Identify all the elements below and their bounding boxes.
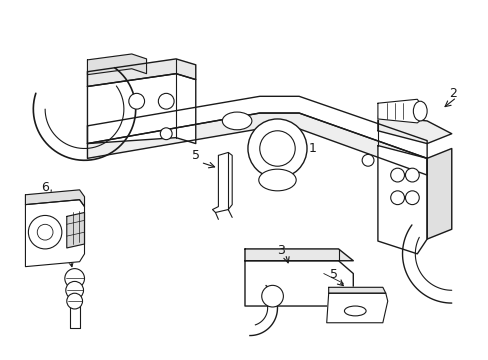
Text: 1: 1 bbox=[308, 142, 316, 155]
Circle shape bbox=[362, 154, 373, 166]
Text: 6: 6 bbox=[41, 181, 49, 194]
Circle shape bbox=[405, 191, 418, 204]
Polygon shape bbox=[326, 293, 387, 323]
Circle shape bbox=[66, 282, 83, 299]
Circle shape bbox=[128, 93, 144, 109]
Polygon shape bbox=[87, 113, 426, 175]
Text: 3: 3 bbox=[277, 244, 285, 257]
Text: 5: 5 bbox=[191, 149, 200, 162]
Ellipse shape bbox=[222, 112, 251, 130]
Polygon shape bbox=[377, 145, 426, 254]
Polygon shape bbox=[426, 148, 451, 239]
Circle shape bbox=[67, 293, 82, 309]
Polygon shape bbox=[87, 74, 195, 144]
Circle shape bbox=[28, 215, 62, 249]
Circle shape bbox=[37, 224, 53, 240]
Polygon shape bbox=[328, 287, 385, 293]
Polygon shape bbox=[67, 212, 84, 248]
Polygon shape bbox=[244, 261, 352, 306]
Polygon shape bbox=[87, 59, 195, 86]
Polygon shape bbox=[87, 96, 426, 158]
Circle shape bbox=[65, 269, 84, 288]
Text: 4: 4 bbox=[65, 247, 73, 260]
Circle shape bbox=[160, 128, 172, 140]
Circle shape bbox=[405, 168, 418, 182]
Polygon shape bbox=[212, 152, 232, 212]
Polygon shape bbox=[377, 116, 451, 144]
Polygon shape bbox=[25, 200, 84, 267]
Circle shape bbox=[158, 93, 174, 109]
Polygon shape bbox=[25, 190, 84, 207]
Text: 5: 5 bbox=[329, 268, 337, 281]
Ellipse shape bbox=[344, 306, 366, 316]
Circle shape bbox=[390, 191, 404, 204]
Polygon shape bbox=[70, 288, 80, 328]
Ellipse shape bbox=[258, 169, 296, 191]
Text: 2: 2 bbox=[448, 87, 456, 100]
Circle shape bbox=[247, 119, 306, 178]
Polygon shape bbox=[377, 99, 421, 123]
Circle shape bbox=[259, 131, 295, 166]
Polygon shape bbox=[244, 249, 352, 261]
Circle shape bbox=[261, 285, 283, 307]
Polygon shape bbox=[87, 54, 146, 75]
Ellipse shape bbox=[412, 101, 426, 121]
Circle shape bbox=[390, 168, 404, 182]
